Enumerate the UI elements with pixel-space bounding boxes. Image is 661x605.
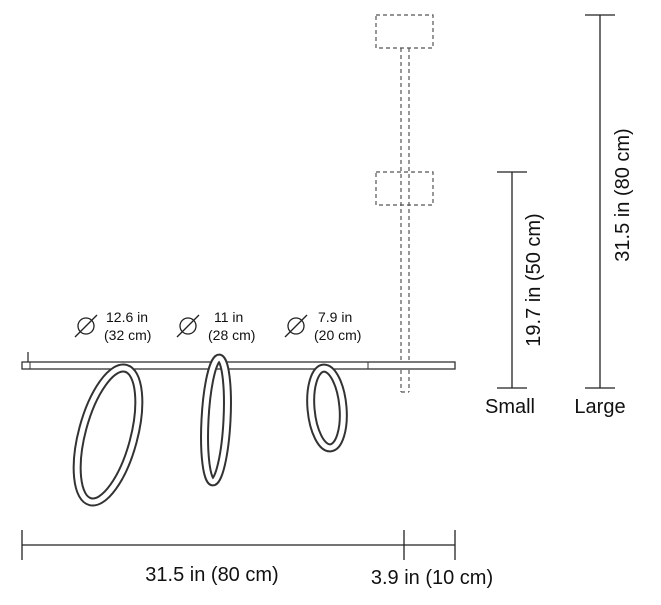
ring-diameter-cm: (28 cm) [208, 327, 255, 343]
suspension [375, 14, 434, 393]
rings [72, 353, 348, 507]
diameter-slash [284, 314, 308, 338]
extension-width: 3.9 in (10 cm) [371, 567, 493, 589]
diameter-symbol [287, 317, 305, 335]
large-label: Large [574, 396, 625, 418]
bar [21, 352, 456, 370]
small-height: 19.7 in (50 cm) [523, 213, 545, 346]
diameter-slash [176, 314, 200, 338]
ring-small-inner [308, 365, 346, 451]
ring-diameter-in: 11 in [214, 309, 243, 325]
height-dimensions [497, 14, 615, 389]
ring-diameter-in: 12.6 in [106, 309, 148, 325]
canopy-small [375, 171, 434, 206]
width-dimensions [21, 530, 456, 560]
ring-diameter-cm: (32 cm) [104, 327, 151, 343]
body-width: 31.5 in (80 cm) [145, 564, 278, 586]
diameter-symbol [77, 317, 95, 335]
large-height: 31.5 in (80 cm) [612, 128, 634, 261]
ring-medium-inner [202, 355, 230, 485]
small-label: Small [485, 396, 535, 418]
diameter-slash [74, 314, 98, 338]
canopy-large [375, 14, 434, 49]
ring-diameter-cm: (20 cm) [314, 327, 361, 343]
diameter-symbols [74, 314, 308, 338]
bar-body [21, 361, 456, 370]
diameter-symbol [179, 317, 197, 335]
ring-diameter-in: 7.9 in [318, 309, 352, 325]
ring-large-inner [74, 365, 142, 505]
